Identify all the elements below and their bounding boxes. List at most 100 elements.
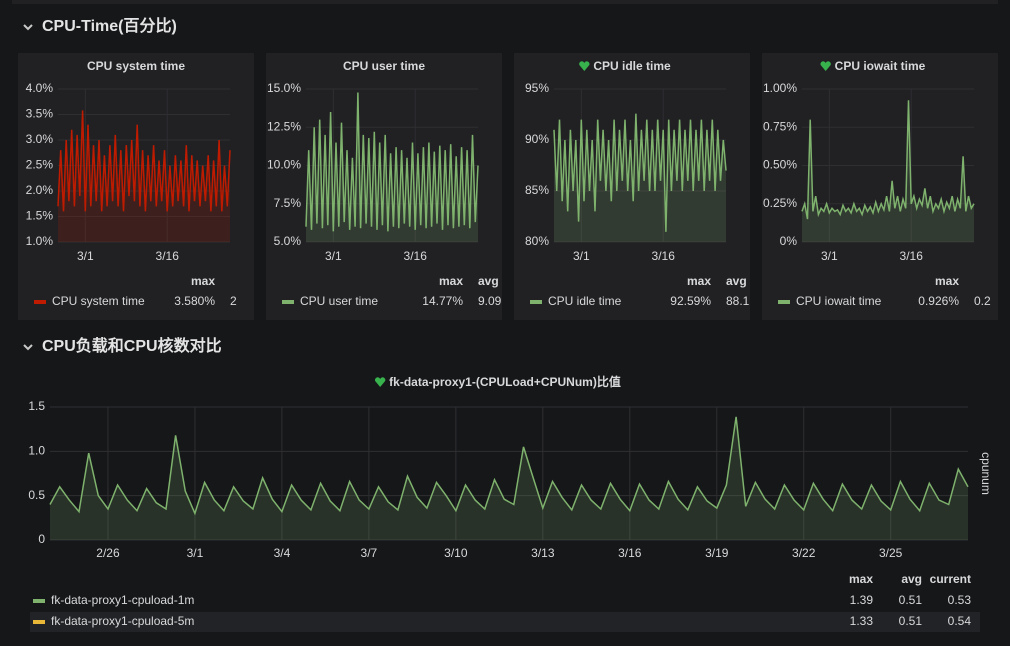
panel-bg: [0, 365, 1010, 641]
legend-swatch: [34, 300, 46, 304]
alert-heart: [820, 61, 831, 71]
y-tick-label: 0: [38, 532, 45, 546]
alert-heart: [579, 61, 590, 71]
panel-edge: [12, 0, 998, 4]
x-tick-label: 3/16: [404, 249, 428, 263]
legend-swatch: [33, 620, 45, 624]
y-tick-label: 2.5%: [26, 158, 54, 172]
panel: CPU iowait time 0% 0.25% 0.50% 0.75% 1.00% 3/1…: [762, 53, 998, 320]
y-tick-label: 90%: [525, 132, 549, 146]
legend-stat: 88.16: [726, 294, 756, 308]
legend-stat: 0.926%: [918, 294, 959, 308]
y-tick-label: 1.5: [28, 399, 45, 413]
y-tick-label: 4.0%: [26, 81, 54, 95]
y-tick-label: 0.75%: [763, 119, 797, 133]
legend-stat: 92.59%: [670, 294, 711, 308]
y-tick-label: 1.00%: [763, 81, 797, 95]
y-tick-label: 15.0%: [267, 81, 301, 95]
legend-entry[interactable]: CPU system time: [52, 294, 145, 308]
x-tick-label: 2/26: [96, 546, 120, 560]
panel: CPU user time 5.0% 7.5% 10.0% 12.5% 15.0% 3/1 3…: [266, 53, 502, 320]
panel-title: fk-data-proxy1-(CPULoad+CPUNum)比值: [389, 374, 621, 389]
legend-stat: 3.580%: [174, 294, 215, 308]
y-tick-label: 3.5%: [26, 107, 54, 121]
y-tick-label: 0.5: [28, 488, 45, 502]
y-tick-label: 1.0%: [26, 234, 54, 248]
panel-title: CPU idle time: [593, 59, 671, 73]
row-title[interactable]: CPU负载和CPU核数对比: [42, 336, 222, 355]
y-tick-label: 0.25%: [763, 196, 797, 210]
row-chevron[interactable]: [23, 24, 33, 31]
legend-header: avg: [726, 274, 747, 288]
legend-stat: 0.54: [948, 614, 972, 628]
y-tick-label: 0%: [780, 234, 798, 248]
y-tick-label: 1.5%: [26, 209, 54, 223]
y-tick-label: 10.0%: [267, 158, 301, 172]
x-tick-label: 3/16: [618, 546, 642, 560]
y-tick-label: 0.50%: [763, 158, 797, 172]
area-fill: [306, 92, 478, 242]
x-tick-label: 3/1: [77, 249, 94, 263]
x-tick-label: 3/25: [879, 546, 903, 560]
legend-row-bg: [30, 612, 980, 632]
legend-header: max: [935, 274, 959, 288]
legend-stat: 0.2: [974, 294, 991, 308]
legend-stat: 9.09: [478, 294, 502, 308]
y2-axis-label: cpunum: [979, 452, 993, 495]
legend-stat: 1.33: [850, 614, 874, 628]
legend-entry[interactable]: CPU idle time: [548, 294, 622, 308]
x-tick-label: 3/1: [821, 249, 838, 263]
legend-swatch: [282, 300, 294, 304]
x-tick-label: 3/1: [187, 546, 204, 560]
y-tick-label: 7.5%: [274, 196, 302, 210]
alert-heart: [374, 377, 386, 387]
series-line: [305, 92, 479, 232]
x-tick-label: 3/19: [705, 546, 729, 560]
legend-stat: 0.53: [948, 593, 972, 607]
x-tick-label: 3/7: [361, 546, 378, 560]
y-tick-label: 12.5%: [267, 119, 301, 133]
area-fill: [802, 100, 974, 242]
legend-header: max: [849, 572, 873, 586]
x-tick-label: 3/16: [900, 249, 924, 263]
x-tick-label: 3/1: [325, 249, 342, 263]
legend-header: max: [191, 274, 215, 288]
legend-header: current: [930, 572, 971, 586]
legend-header: avg: [901, 572, 922, 586]
legend-swatch: [33, 599, 45, 603]
legend-swatch: [778, 300, 790, 304]
row-chevron[interactable]: [23, 344, 33, 351]
y-tick-label: 5.0%: [274, 234, 302, 248]
panel: fk-data-proxy1-(CPULoad+CPUNum)比值 0 0.5 1.0…: [0, 365, 1010, 641]
series-line: [553, 113, 727, 232]
y-tick-label: 85%: [525, 183, 549, 197]
x-tick-label: 3/1: [573, 249, 590, 263]
legend-stat: 0.51: [899, 614, 923, 628]
panel-bg: [762, 53, 998, 320]
y-tick-label: 2.0%: [26, 183, 54, 197]
legend-swatch: [530, 300, 542, 304]
panel-title: CPU iowait time: [835, 59, 926, 73]
legend-stat: 2: [230, 294, 237, 308]
legend-stat: 0.51: [899, 593, 923, 607]
x-tick-label: 3/13: [531, 546, 555, 560]
legend-header: avg: [478, 274, 499, 288]
legend-stat: 1.39: [850, 593, 874, 607]
row-title[interactable]: CPU-Time(百分比): [42, 17, 177, 35]
y-tick-label: 3.0%: [26, 132, 54, 146]
x-tick-label: 3/16: [652, 249, 676, 263]
x-tick-label: 3/4: [274, 546, 291, 560]
legend-entry[interactable]: fk-data-proxy1-cpuload-1m: [51, 593, 194, 607]
legend-entry[interactable]: fk-data-proxy1-cpuload-5m: [51, 614, 194, 628]
x-tick-label: 3/22: [792, 546, 816, 560]
legend-stat: 14.77%: [422, 294, 463, 308]
panel-title: CPU system time: [87, 59, 185, 73]
y-tick-label: 95%: [525, 81, 549, 95]
legend-header: max: [439, 274, 463, 288]
legend-entry[interactable]: CPU iowait time: [796, 294, 882, 308]
panel-title: CPU user time: [343, 59, 425, 73]
series-line: [801, 100, 975, 220]
legend-entry[interactable]: CPU user time: [300, 294, 378, 308]
